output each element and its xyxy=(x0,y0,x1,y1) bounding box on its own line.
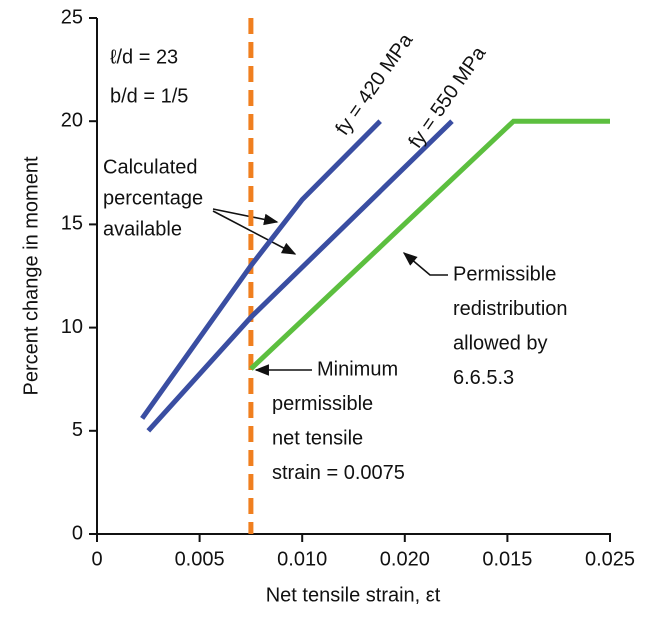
data-line xyxy=(249,118,610,371)
annotation: redistribution xyxy=(453,298,568,320)
annotation: Minimum xyxy=(317,358,398,380)
x-axis-title: Net tensile strain, εt xyxy=(266,584,441,606)
annotation: net tensile xyxy=(272,427,363,449)
y-axis-title: Percent change in moment xyxy=(20,156,42,395)
annotation: percentage xyxy=(103,187,203,209)
arrows xyxy=(212,208,448,376)
annotation: permissible xyxy=(272,393,373,415)
x-tick-label: 0 xyxy=(91,548,102,570)
x-tick-label: 0.025 xyxy=(585,548,635,570)
annotation: 6.6.5.3 xyxy=(453,367,514,389)
annotation: fy = 550 MPa xyxy=(404,42,490,152)
annotation: allowed by xyxy=(453,332,548,354)
x-tick-label: 0.005 xyxy=(175,548,225,570)
x-tick-label: 0.015 xyxy=(482,548,532,570)
annotation: Permissible xyxy=(453,263,556,285)
data-line xyxy=(146,119,454,433)
annotation: b/d = 1/5 xyxy=(110,85,188,107)
y-tick-label: 20 xyxy=(61,109,83,131)
annotation: fy = 420 MPa xyxy=(331,29,417,139)
x-tick-label: 0.020 xyxy=(380,548,430,570)
data-line xyxy=(140,119,382,420)
y-tick-label: 25 xyxy=(61,6,83,28)
y-tick-label: 0 xyxy=(72,522,83,544)
annotation: strain = 0.0075 xyxy=(272,462,405,484)
annotation: Calculated xyxy=(103,156,198,178)
y-tick-label: 10 xyxy=(61,316,83,338)
x-tick-label: 0.010 xyxy=(277,548,327,570)
annotation: available xyxy=(103,218,182,240)
y-tick-label: 5 xyxy=(72,419,83,441)
annotation: ℓ/d = 23 xyxy=(110,46,178,68)
y-tick-label: 15 xyxy=(61,213,83,235)
